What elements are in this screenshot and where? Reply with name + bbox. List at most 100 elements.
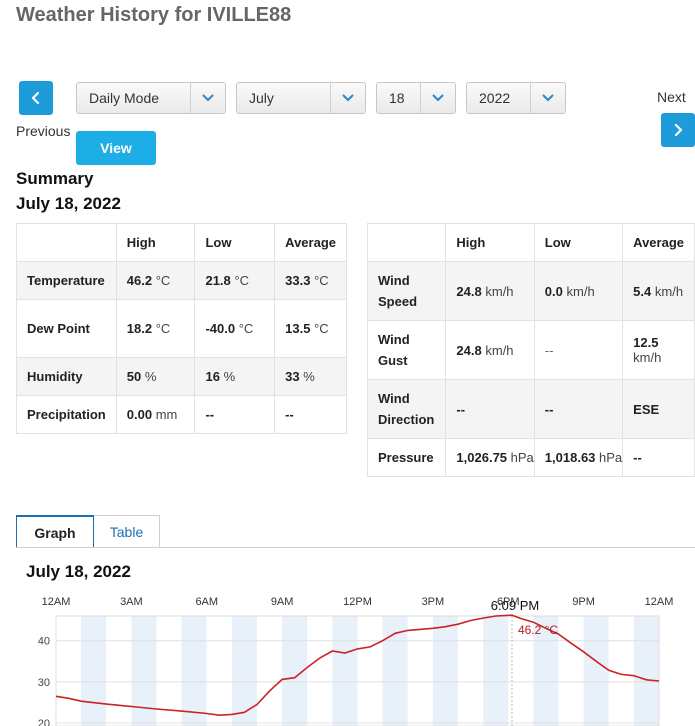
- row-label-wind-direction: Wind Direction: [366, 379, 447, 439]
- hour-band: [257, 616, 283, 726]
- table-header-average: Average: [274, 223, 347, 262]
- cell-value: --: [456, 401, 466, 417]
- summary-table-left: High Low Average Temperature 46.2 °C 21.…: [16, 223, 347, 434]
- hour-band: [181, 616, 207, 726]
- chevron-down-icon: [190, 83, 225, 113]
- cell-unit: km/h: [485, 283, 514, 299]
- mode-select-value: Daily Mode: [89, 90, 160, 106]
- row-label-wind-speed: Wind Speed: [366, 261, 447, 321]
- cell-unit: °C: [155, 321, 171, 336]
- hour-band: [382, 616, 408, 726]
- month-select[interactable]: July: [236, 82, 366, 114]
- cell-value: 24.8: [456, 283, 482, 299]
- table-header-low: Low: [533, 223, 624, 262]
- cell-unit: hPa: [599, 450, 623, 465]
- year-select[interactable]: 2022: [466, 82, 566, 114]
- cell-unit: km/h: [633, 350, 662, 365]
- temperature-series-line: [55, 614, 660, 717]
- chevron-right-icon: [674, 123, 683, 137]
- cell-unit: °C: [314, 321, 329, 336]
- cell-unit: °C: [238, 321, 254, 336]
- hour-band: [407, 616, 433, 726]
- month-select-value: July: [249, 90, 274, 106]
- graph-date: July 18, 2022: [26, 562, 131, 581]
- view-button[interactable]: View: [76, 131, 156, 165]
- cell-unit: °C: [234, 273, 249, 288]
- table-row: Humidity 50 % 16 % 33 %: [16, 357, 347, 396]
- x-tick-label: 6AM: [195, 596, 218, 608]
- cell-unit: %: [144, 369, 157, 384]
- row-label-pressure: Pressure: [366, 438, 447, 477]
- previous-label[interactable]: Previous: [16, 123, 71, 139]
- tab-graph[interactable]: Graph: [16, 515, 94, 548]
- hour-band: [558, 616, 584, 726]
- table-row: Wind Gust 24.8 km/h -- 12.5 km/h: [366, 320, 695, 380]
- cell-unit: km/h: [485, 342, 514, 358]
- summary-date: July 18, 2022: [16, 194, 121, 213]
- cell-value: 13.5: [285, 321, 311, 336]
- hour-band: [458, 616, 484, 726]
- hour-band: [231, 616, 257, 726]
- hour-band: [332, 616, 358, 726]
- summary-heading: Summary: [16, 169, 94, 188]
- cell-value: --: [544, 342, 554, 358]
- chevron-down-icon: [420, 83, 455, 113]
- cell-unit: %: [223, 369, 236, 384]
- day-select[interactable]: 18: [376, 82, 456, 114]
- next-button[interactable]: [661, 113, 695, 147]
- cell-unit: °C: [314, 273, 329, 288]
- table-row: Dew Point 18.2 °C -40.0 °C 13.5 °C: [16, 299, 347, 358]
- tab-table[interactable]: Table: [94, 515, 160, 548]
- y-tick-label: 20: [38, 718, 50, 726]
- row-label-humidity: Humidity: [16, 357, 117, 396]
- cell-value: 5.4: [633, 283, 652, 299]
- cell-value: ESE: [633, 401, 660, 417]
- x-tick-label: 3PM: [422, 596, 445, 608]
- cell-value: 21.8: [205, 273, 231, 288]
- cell-unit: mm: [155, 407, 178, 422]
- table-header-average: Average: [622, 223, 695, 262]
- cell-value: 18.2: [126, 321, 153, 336]
- year-select-value: 2022: [479, 90, 511, 106]
- cell-value: 12.5: [633, 335, 659, 350]
- chevron-left-icon: [31, 91, 40, 105]
- page-title: Weather History for IVILLE88: [16, 4, 292, 26]
- row-label-temperature: Temperature: [16, 261, 117, 300]
- hour-band: [357, 616, 383, 726]
- table-header-high: High: [115, 223, 196, 262]
- hour-band: [131, 616, 157, 726]
- cell-value: 16: [205, 369, 220, 384]
- cell-unit: °C: [155, 273, 171, 288]
- hour-band: [307, 616, 333, 726]
- cell-value: 1,026.75: [456, 450, 508, 465]
- day-select-value: 18: [389, 90, 405, 106]
- cell-value: 50: [126, 369, 142, 384]
- hour-band: [508, 616, 534, 726]
- temperature-chart: 20 30 40 12AM 3AM 6AM 9AM 12PM 3PM 6PM 9PM 12AM 6:09…: [38, 596, 673, 726]
- hour-band: [633, 616, 659, 726]
- hour-band: [206, 616, 232, 726]
- cell-value: --: [633, 450, 642, 465]
- mode-select[interactable]: Daily Mode: [76, 82, 226, 114]
- hour-band: [156, 616, 182, 726]
- hour-band: [432, 616, 458, 726]
- plot-frame: [55, 615, 660, 726]
- cell-value: -40.0: [205, 321, 236, 336]
- table-row: Wind Speed 24.8 km/h 0.0 km/h 5.4 km/h: [366, 261, 695, 321]
- cell-unit: km/h: [566, 283, 595, 299]
- hour-band: [583, 616, 609, 726]
- table-row: Pressure 1,026.75 hPa 1,018.63 hPa --: [366, 438, 695, 477]
- x-tick-label: 12PM: [343, 596, 372, 608]
- cell-unit: hPa: [510, 450, 534, 465]
- hour-band: [106, 616, 132, 726]
- x-tick-label: 9PM: [572, 596, 595, 608]
- cell-value: 33: [285, 369, 300, 384]
- table-header-low: Low: [194, 223, 276, 262]
- tooltip-value: 46.2 °C: [518, 623, 558, 637]
- cell-value: 46.2: [126, 273, 153, 288]
- cell-unit: km/h: [654, 283, 684, 299]
- next-label[interactable]: Next: [657, 89, 686, 105]
- table-header-high: High: [445, 223, 535, 262]
- previous-button[interactable]: [19, 81, 53, 115]
- cell-unit: %: [303, 369, 315, 384]
